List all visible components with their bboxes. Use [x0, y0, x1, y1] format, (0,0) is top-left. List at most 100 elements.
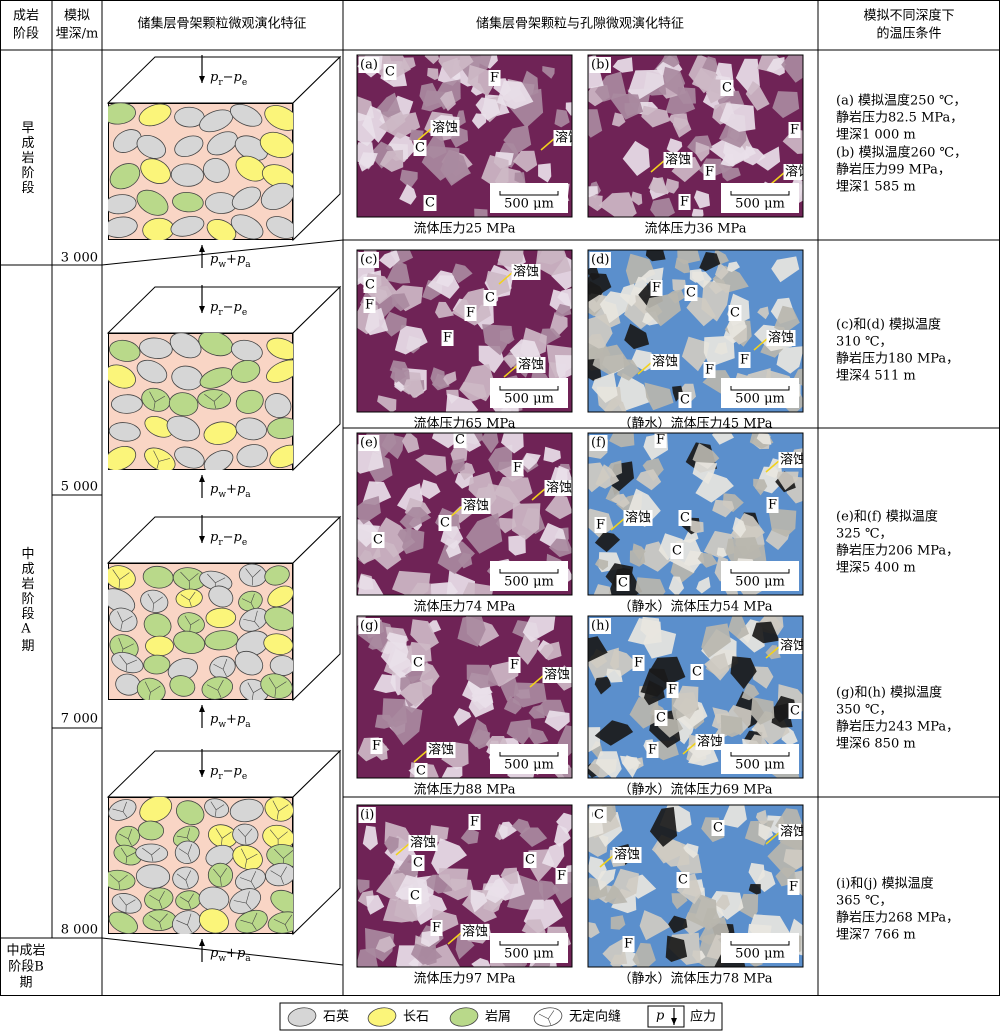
panel-label-bg — [553, 130, 572, 146]
grain — [168, 392, 199, 417]
micro-grain — [506, 719, 532, 745]
micro-grain — [368, 634, 383, 650]
leader-line — [447, 931, 463, 945]
caption: （静水）流体压力45 MPa — [619, 417, 773, 432]
grain-crack — [180, 571, 199, 589]
stress-label: pw+pa — [210, 482, 251, 500]
micro-grain — [665, 935, 688, 962]
panel-label-bg — [453, 433, 467, 448]
panel-label-bg — [738, 352, 751, 368]
panel-label-bg — [787, 879, 800, 895]
grain — [231, 359, 261, 383]
micro-grain — [592, 344, 631, 376]
stress-label-part: r — [218, 78, 223, 88]
panel-id-bg — [589, 252, 611, 268]
micro-grain — [720, 714, 743, 738]
grain-crack — [210, 801, 225, 817]
micro-grain — [644, 382, 674, 411]
scale-bar — [730, 752, 790, 757]
micro-grain — [415, 454, 447, 476]
leader-line — [529, 674, 545, 688]
grain-crack — [178, 844, 192, 862]
micro-grain — [445, 393, 479, 412]
grain — [259, 131, 293, 159]
legend-label: 无定向缝 — [569, 1009, 621, 1025]
micro-grain — [776, 471, 799, 491]
micro-grain — [383, 898, 418, 923]
grain — [260, 182, 293, 211]
micro-grain — [668, 915, 688, 934]
grain-crack — [149, 913, 168, 930]
micro-grain — [527, 727, 549, 745]
micrograph-border — [356, 804, 573, 968]
panel-label-bg — [511, 264, 541, 280]
panel-label: 溶蚀 — [780, 639, 806, 654]
micro-grain — [443, 371, 457, 386]
leader-line — [682, 741, 698, 755]
stress-label-part: p — [234, 300, 243, 315]
grain — [204, 798, 230, 818]
scale-bar-box — [490, 378, 568, 408]
micro-grain — [379, 250, 400, 269]
micro-grain — [783, 849, 803, 870]
panel-label: F — [372, 739, 381, 754]
grain — [264, 393, 292, 419]
stress-label-part: w — [218, 720, 226, 730]
panel-label-bg — [766, 497, 779, 513]
micro-grain — [696, 576, 711, 594]
panel-label-bg — [703, 164, 716, 180]
leader-line — [540, 137, 556, 151]
condition-text: (g)和(h) 模拟温度 — [836, 685, 942, 701]
panel-label-bg — [766, 330, 796, 346]
grain — [138, 103, 172, 127]
micro-grain — [517, 633, 541, 665]
micro-grain — [365, 307, 389, 336]
panel-label-bg — [711, 820, 725, 836]
micro-grain — [645, 250, 666, 262]
panel-label: F — [470, 815, 479, 830]
arrow-head — [199, 475, 205, 482]
micro-grain — [720, 153, 735, 167]
grain-crack — [176, 870, 192, 888]
micro-grain — [730, 656, 757, 690]
grain — [230, 103, 263, 127]
panel-id: (b) — [591, 58, 609, 73]
panel-label-bg — [703, 362, 716, 378]
stage-label: 中成岩阶段A期 — [19, 547, 35, 654]
panel-label: C — [678, 873, 688, 888]
micro-grain — [399, 678, 433, 707]
micro-grain — [488, 444, 513, 472]
micrograph: (f) F 溶蚀 F 溶蚀 F C C C 500 μm — [588, 433, 803, 595]
stress-label-part: a — [245, 490, 251, 500]
panel-label: C — [680, 511, 690, 526]
stress-label-part: w — [218, 954, 226, 964]
grain — [266, 216, 293, 239]
panel-id: (i) — [360, 808, 374, 823]
stress-label-part: p — [237, 712, 246, 727]
grain — [175, 800, 205, 825]
panel-label: 溶蚀 — [652, 355, 678, 370]
panel-label: F — [652, 281, 661, 296]
caption: （静水）流体压力69 MPa — [619, 783, 773, 798]
panel-label: C — [722, 81, 732, 96]
micro-grain — [681, 336, 710, 372]
scale-bar — [730, 941, 790, 946]
panel-label-bg — [544, 480, 572, 496]
micro-grain — [594, 720, 634, 746]
stress-label-part: e — [242, 538, 247, 548]
micro-grain — [357, 496, 381, 525]
stress-label-part: e — [242, 308, 247, 318]
grain — [169, 675, 196, 697]
grain-crack — [215, 828, 232, 847]
scale-bar-box — [721, 183, 799, 213]
micro-grain — [459, 381, 487, 402]
condition-text: 静岩压力243 MPa， — [836, 720, 959, 735]
micro-grain — [641, 105, 670, 128]
leader-line — [770, 171, 786, 185]
stage-label: 中成岩 — [6, 944, 45, 959]
micro-grain — [725, 537, 762, 569]
micro-grain — [453, 708, 472, 727]
micro-grain — [629, 697, 659, 729]
